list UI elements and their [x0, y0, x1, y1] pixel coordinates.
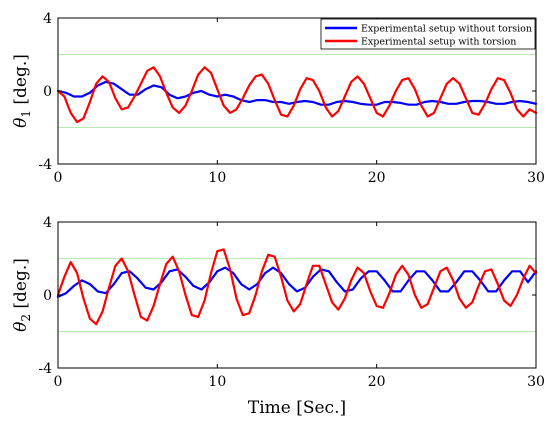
bottom-x-tick-label: 30: [527, 374, 545, 390]
top-axes-frame: [57, 17, 537, 165]
top-x-tick-label: 30: [527, 170, 545, 186]
top-reference-lines: [58, 54, 536, 128]
bottom-x-tick-label: 10: [208, 374, 226, 390]
legend-label-with-torsion: Experimental setup with torsion: [361, 37, 516, 48]
top-y-axis-label: θ1 [deg.]: [11, 54, 33, 128]
top-y-tick-label: -4: [38, 157, 52, 173]
bottom-y-tick-label: -4: [38, 361, 52, 377]
bottom-x-ticks: 0 10 20 30: [54, 222, 545, 390]
top-x-tick-label: 10: [208, 170, 226, 186]
top-x-ticks: 0 10 20 30: [54, 18, 545, 186]
legend: Experimental setup without torsion Exper…: [320, 18, 536, 50]
top-series-line-with-torsion: [56, 66, 538, 124]
bottom-series-line-with-torsion: [56, 248, 538, 326]
bottom-y-tick-label: 0: [43, 288, 52, 304]
top-x-tick-label: 20: [368, 170, 386, 186]
bottom-series-line-without-torsion: [56, 266, 538, 298]
top-series-line-without-torsion: [56, 80, 538, 106]
x-axis-label: Time [Sec.]: [248, 398, 346, 418]
legend-box: [320, 18, 536, 50]
bottom-plot-area: [58, 222, 536, 368]
bottom-x-tick-label: 0: [54, 374, 63, 390]
top-y-tick-label: 0: [43, 84, 52, 100]
top-series-lines: [56, 66, 538, 124]
top-y-tick-label: 4: [43, 11, 52, 27]
bottom-panel: 0 10 20 30 -404 θ2 [deg.] Time [Sec.]: [11, 215, 545, 418]
bottom-reference-lines: [58, 258, 536, 332]
top-panel: 0 10 20 30 -404 θ1 [deg.] Experimental setu…: [11, 11, 545, 186]
bottom-y-axis-label: θ2 [deg.]: [11, 258, 33, 332]
top-x-tick-label: 0: [54, 170, 63, 186]
bottom-y-tick-label: 4: [43, 215, 52, 231]
bottom-axes-frame: [57, 221, 537, 369]
bottom-x-tick-label: 20: [368, 374, 386, 390]
bottom-series-lines: [56, 248, 538, 326]
legend-label-without-torsion: Experimental setup without torsion: [361, 24, 532, 35]
